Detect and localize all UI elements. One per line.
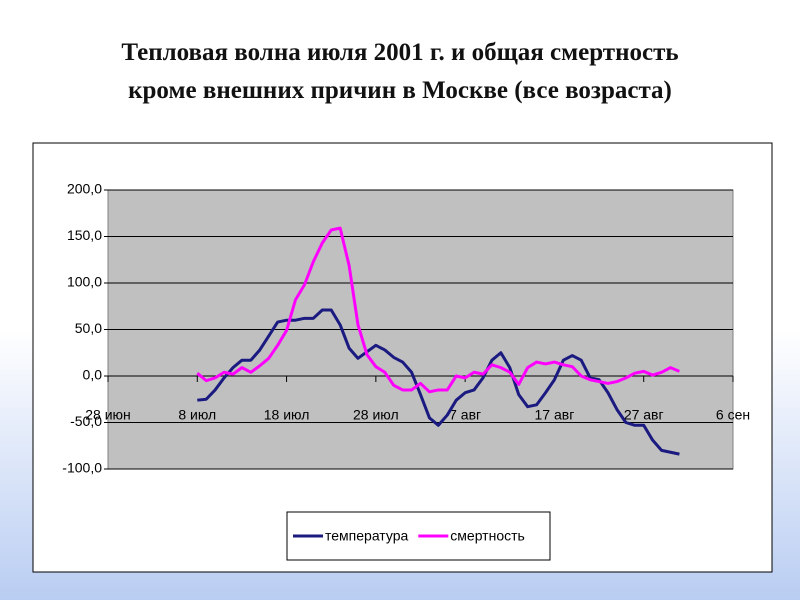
x-tick-label: 27 авг	[624, 407, 664, 423]
title-line: кроме внешних причин в Москве (все возра…	[128, 77, 672, 104]
x-tick-label: 18 июл	[264, 407, 310, 423]
y-tick-label: 50,0	[75, 320, 102, 336]
series-line	[196, 226, 681, 394]
series-line	[197, 308, 680, 456]
legend-label: смертность	[450, 528, 525, 544]
x-tick-label: 28 июн	[85, 407, 131, 423]
x-tick-label: 6 сен	[716, 407, 750, 423]
x-tick-label: 28 июл	[353, 407, 399, 423]
y-tick-label: 100,0	[67, 274, 102, 290]
title-line: Тепловая волна июля 2001 г. и общая смер…	[121, 39, 679, 66]
y-tick-label: -100,0	[62, 460, 102, 476]
x-tick-label: 17 авг	[535, 407, 575, 423]
legend-label: температура	[325, 528, 408, 544]
y-tick-label: 150,0	[67, 227, 102, 243]
x-tick-label: 8 июл	[178, 407, 216, 423]
y-tick-label: 0,0	[83, 367, 103, 383]
chart-title: Тепловая волна июля 2001 г. и общая смер…	[0, 34, 800, 110]
y-tick-label: 200,0	[67, 181, 102, 197]
x-tick-label: 7 авг	[449, 407, 481, 423]
y-tick-label: -50,0	[70, 413, 102, 429]
